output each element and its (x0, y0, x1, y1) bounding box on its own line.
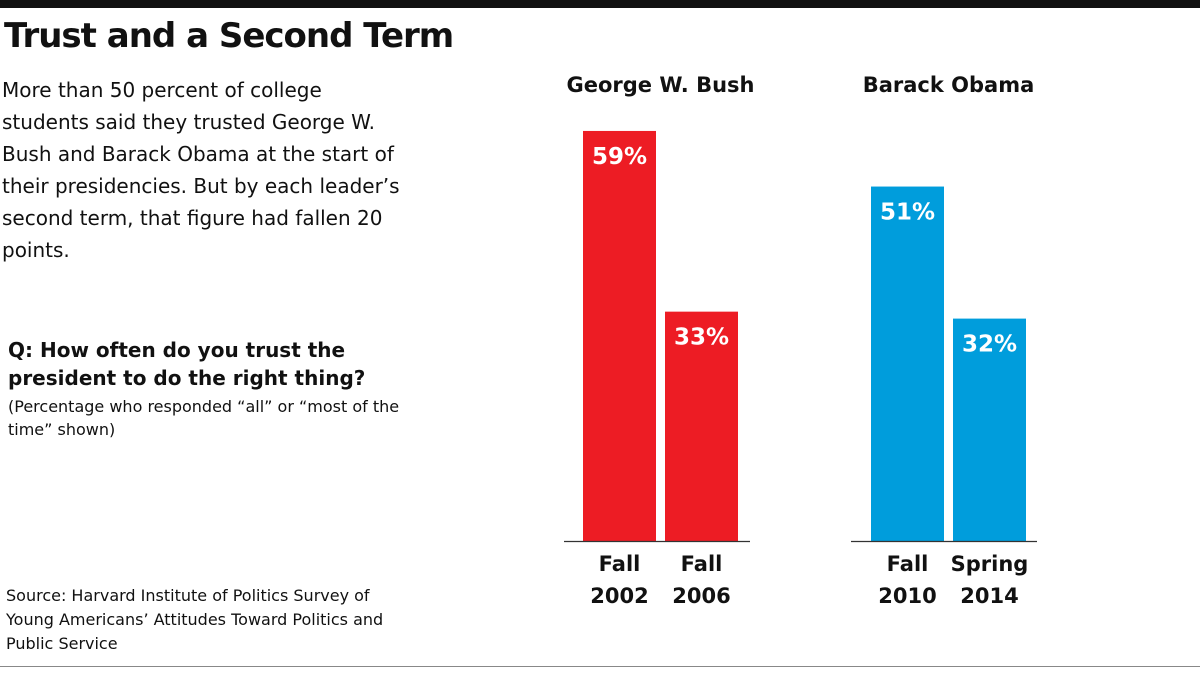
tick-label-george-w-bush-0-season: Fall (599, 552, 641, 576)
tick-label-george-w-bush-1-year: 2006 (672, 584, 730, 608)
bar-barack-obama-1 (953, 318, 1026, 541)
question-text: Q: How often do you trust the president … (8, 338, 366, 390)
tick-label-george-w-bush-1-season: Fall (681, 552, 723, 576)
tick-label-barack-obama-0-year: 2010 (878, 584, 936, 608)
group-title-barack-obama: Barack Obama (863, 73, 1035, 97)
data-label-barack-obama-1: 32% (962, 332, 1017, 358)
data-label-george-w-bush-1: 33% (674, 325, 729, 351)
bar-george-w-bush-1 (665, 311, 738, 541)
tick-label-barack-obama-0-season: Fall (887, 552, 929, 576)
bar-george-w-bush-0 (583, 130, 656, 541)
chart-title: Trust and a Second Term (4, 16, 454, 56)
group-title-george-w-bush: George W. Bush (567, 73, 755, 97)
source-note: Source: Harvard Institute of Politics Su… (6, 586, 384, 653)
data-label-barack-obama-0: 51% (880, 200, 935, 226)
tick-label-george-w-bush-0-year: 2002 (590, 584, 648, 608)
question-note: (Percentage who responded “all” or “most… (8, 397, 400, 439)
bottom-rule (0, 666, 1200, 667)
tick-label-barack-obama-1-season: Spring (951, 552, 1029, 576)
bar-barack-obama-0 (871, 186, 944, 542)
question-block: Q: How often do you trust the president … (8, 336, 428, 441)
tick-label-barack-obama-1-year: 2014 (960, 584, 1018, 608)
top-rule (0, 0, 1200, 8)
intro-text: More than 50 percent of college students… (2, 78, 400, 262)
data-label-george-w-bush-0: 59% (592, 144, 647, 170)
